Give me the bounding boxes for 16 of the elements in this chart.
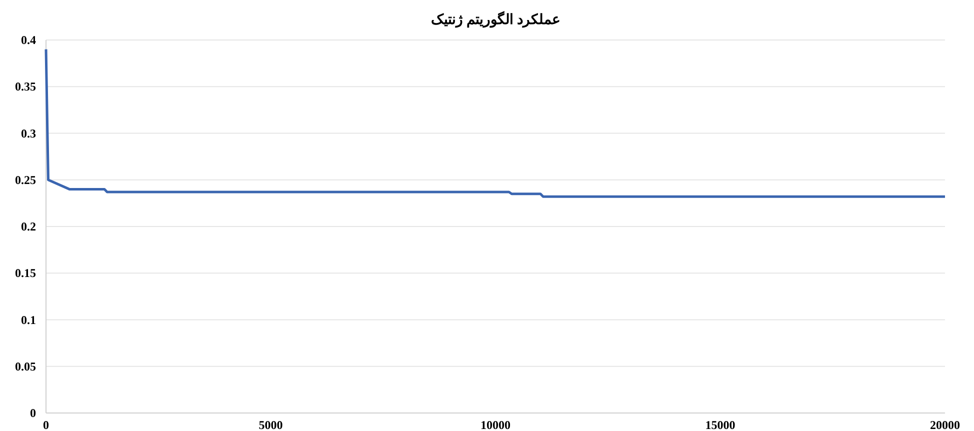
x-tick-label: 15000 xyxy=(705,418,736,431)
x-tick-label: 5000 xyxy=(258,418,283,431)
x-tick-label: 20000 xyxy=(930,418,960,431)
chart-title: عملکرد الگوریتم ژنتیک xyxy=(431,11,560,28)
y-tick-label: 0.15 xyxy=(15,266,36,280)
y-tick-label: 0.2 xyxy=(21,220,36,234)
y-tick-label: 0.25 xyxy=(15,172,36,187)
y-tick-label: 0 xyxy=(30,406,36,420)
y-tick-label: 0.3 xyxy=(21,126,36,140)
y-tick-label: 0.05 xyxy=(15,359,36,374)
x-tick-label: 10000 xyxy=(480,418,510,431)
y-tick-label: 0.4 xyxy=(21,33,36,47)
line-series xyxy=(44,48,946,198)
x-tick-label: 0 xyxy=(43,418,49,431)
y-tick-label: 0.1 xyxy=(21,312,36,327)
y-tick-label: 0.35 xyxy=(15,80,36,94)
